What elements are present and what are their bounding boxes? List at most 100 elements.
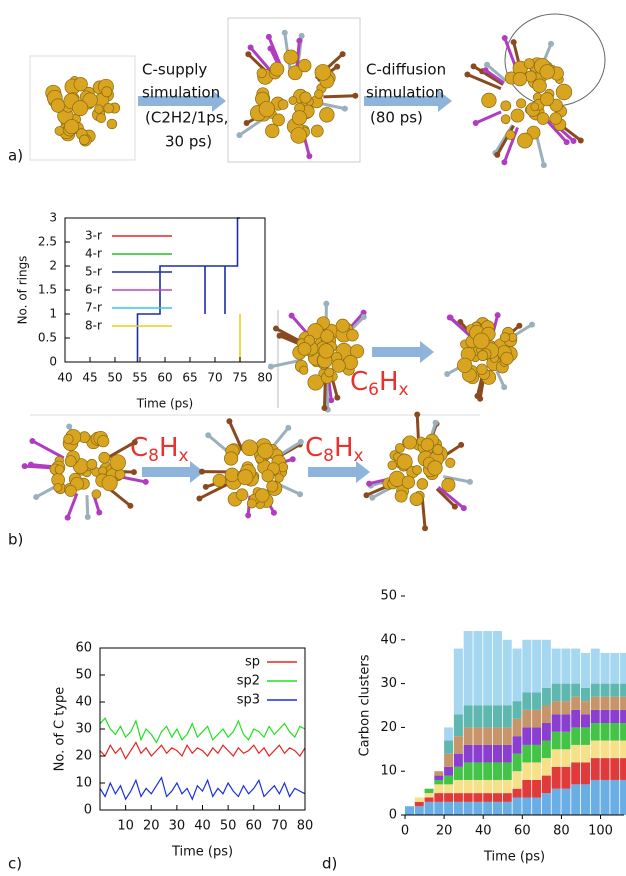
bar-segment <box>522 744 532 763</box>
bar-segment <box>532 692 542 710</box>
legend-label: 8-r <box>85 319 102 333</box>
step-text: simulation <box>142 84 220 102</box>
bar-segment <box>580 687 590 702</box>
atom <box>346 329 359 342</box>
atom <box>481 92 497 109</box>
bar-segment <box>502 801 512 815</box>
atom <box>53 483 63 493</box>
bar-segment <box>561 749 571 767</box>
bar-segment <box>561 788 571 815</box>
atom <box>460 505 467 512</box>
atom <box>307 374 324 391</box>
formula-part: C <box>130 433 148 463</box>
atom <box>472 120 479 127</box>
atom <box>198 468 205 475</box>
bar-segment <box>453 766 463 780</box>
atom <box>274 473 284 483</box>
bond <box>484 68 505 85</box>
bar-segment <box>453 753 463 767</box>
bar-segment <box>405 806 414 815</box>
y-tick-label: 1 <box>49 307 57 321</box>
bar-segment <box>541 758 551 776</box>
bar-segment <box>492 744 502 763</box>
bar-segment <box>444 793 454 802</box>
bar-segment <box>532 762 542 780</box>
atom <box>530 102 540 112</box>
step-text: C-diffusion <box>366 61 446 79</box>
bar-segment <box>473 744 483 763</box>
bar-segment <box>512 797 522 815</box>
y-tick-label: 3 <box>49 211 57 225</box>
step-text: (C2H2/1ps, <box>145 109 228 127</box>
bar-segment <box>551 701 561 715</box>
atom <box>517 132 533 149</box>
atom <box>64 119 80 135</box>
atom <box>369 494 376 501</box>
legend-label: sp2 <box>237 674 260 689</box>
atom <box>457 357 473 373</box>
atom <box>366 480 373 487</box>
bar-segment <box>561 648 571 684</box>
bar-segment <box>532 744 542 763</box>
bar-segment <box>600 709 610 724</box>
y-tick-label: 1.5 <box>38 283 57 297</box>
y-tick-label: 40 <box>380 632 397 647</box>
bar-segment <box>561 683 571 702</box>
bond <box>295 40 301 69</box>
bar-segment <box>492 793 502 802</box>
x-tick-label: 80 <box>553 824 570 839</box>
atom <box>297 342 312 356</box>
y-tick-label: 2 <box>49 259 57 273</box>
formula-part: H <box>159 433 179 463</box>
atom <box>335 318 350 333</box>
atom <box>482 67 489 74</box>
bar-segment <box>483 631 493 706</box>
x-tick-label: 50 <box>107 371 122 385</box>
bar-segment <box>532 797 542 815</box>
bar-segment <box>610 758 620 780</box>
atom <box>323 300 330 307</box>
atom <box>86 458 98 470</box>
bar-segment <box>444 801 454 815</box>
atom <box>512 71 528 87</box>
bar-segment <box>483 801 493 815</box>
x-tick-label: 80 <box>257 371 272 385</box>
bar-segment <box>473 801 483 815</box>
atom <box>477 350 489 362</box>
atom <box>441 477 456 492</box>
bar-segment <box>541 723 551 741</box>
molecule <box>444 312 535 402</box>
bar-segment <box>541 687 551 706</box>
atom <box>298 32 305 39</box>
atom <box>387 460 397 470</box>
bar-segment <box>492 779 502 794</box>
bar-segment <box>580 701 590 715</box>
atom <box>241 439 258 457</box>
atom <box>265 33 272 40</box>
atom <box>245 512 252 519</box>
bond <box>475 110 502 125</box>
atom <box>127 502 134 509</box>
line <box>136 217 240 362</box>
bar-segment <box>473 793 483 802</box>
bond <box>198 481 232 500</box>
bar-segment <box>522 779 532 798</box>
formula-part: 6 <box>368 380 379 400</box>
atom <box>255 488 270 503</box>
atom <box>360 309 367 316</box>
x-tick-label: 55 <box>132 371 147 385</box>
x-tick-label: 0 <box>401 824 409 839</box>
x-axis-label: Time (ps) <box>171 845 233 860</box>
arrow <box>138 90 226 112</box>
bar-segment <box>463 793 473 802</box>
atom <box>555 83 573 101</box>
atom <box>577 137 584 144</box>
atom <box>334 63 341 70</box>
molecule <box>196 418 304 519</box>
atom <box>272 113 285 127</box>
bar-segment <box>483 762 493 780</box>
x-tick-label: 60 <box>245 819 262 834</box>
bar-segment <box>561 766 571 789</box>
x-tick-label: 70 <box>207 371 222 385</box>
